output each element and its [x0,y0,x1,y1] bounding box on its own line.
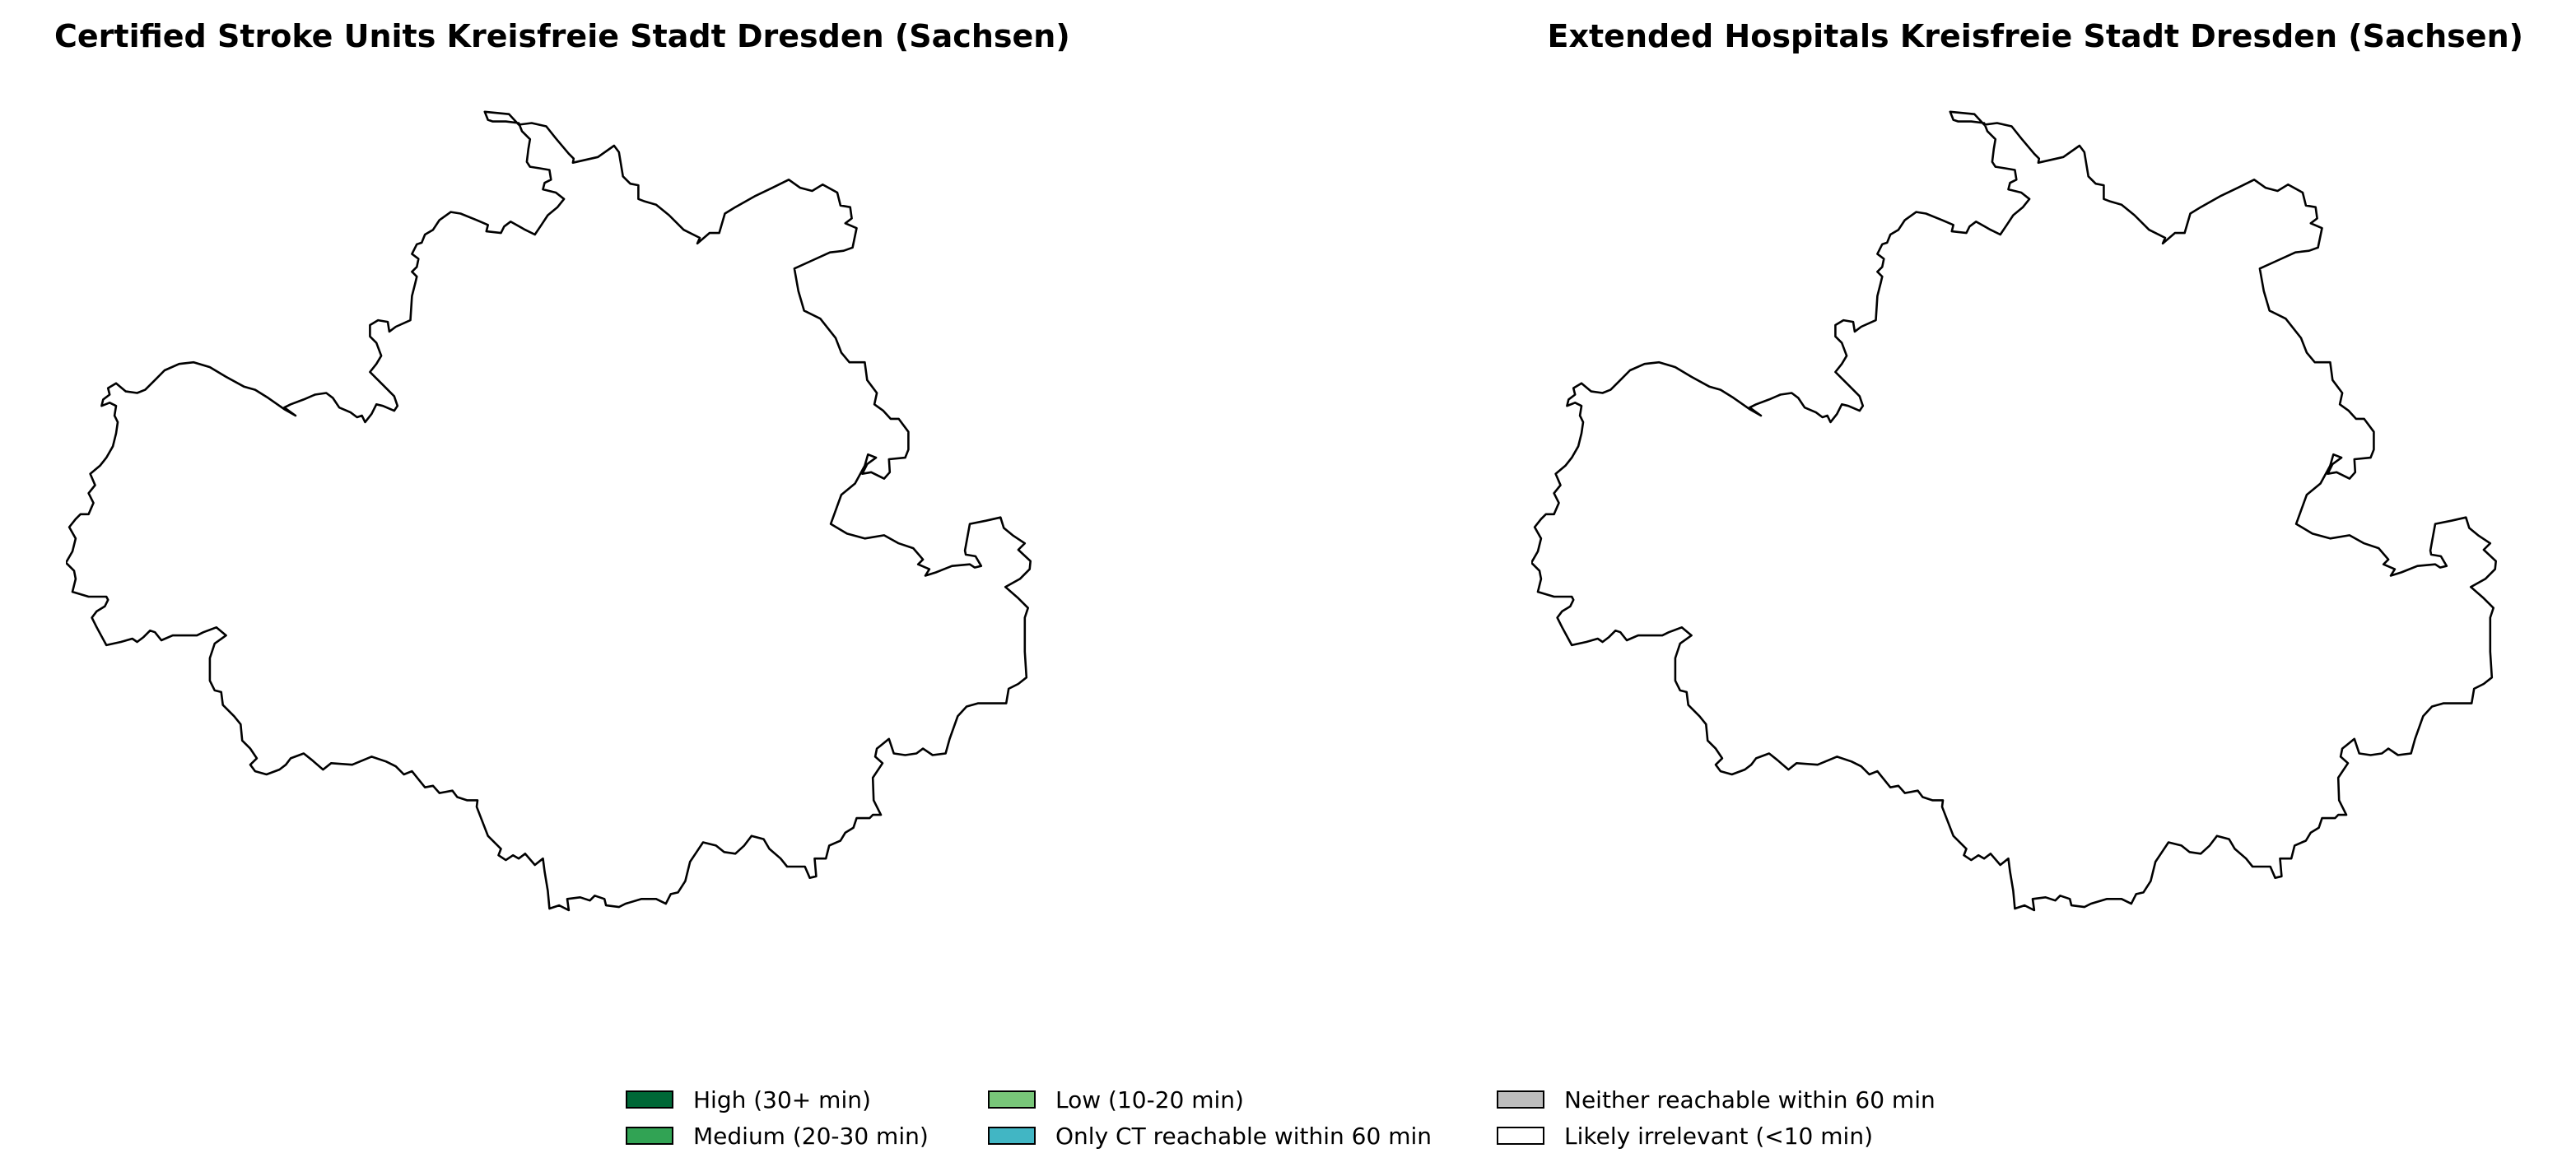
map-stroke-units [66,110,1032,912]
legend-item-neither: Neither reachable within 60 min [1497,1085,1935,1114]
legend-item-low: Low (10-20 min) [988,1085,1244,1114]
legend-swatch-low [988,1090,1036,1109]
legend-item-medium: Medium (20-30 min) [626,1121,929,1151]
dresden-district-outline [1531,110,2497,912]
map-extended-hospitals [1531,110,2497,912]
map-title-stroke-units: Certified Stroke Units Kreisfreie Stadt … [54,18,1070,54]
legend-item-irrelevant: Likely irrelevant (<10 min) [1497,1121,1873,1151]
legend-label-low: Low (10-20 min) [1055,1086,1244,1114]
legend-swatch-high [626,1090,673,1109]
legend-label-neither: Neither reachable within 60 min [1564,1086,1935,1114]
legend-label-irrelevant: Likely irrelevant (<10 min) [1564,1122,1873,1150]
legend-label-high: High (30+ min) [693,1086,871,1114]
legend-item-high: High (30+ min) [626,1085,871,1114]
legend-label-medium: Medium (20-30 min) [693,1122,929,1150]
dresden-district-outline [66,110,1032,912]
map-title-extended-hospitals: Extended Hospitals Kreisfreie Stadt Dres… [1547,18,2523,54]
legend-label-only-ct: Only CT reachable within 60 min [1055,1122,1432,1150]
legend-swatch-medium [626,1127,673,1145]
legend-swatch-irrelevant [1497,1127,1544,1145]
legend: High (30+ min) Medium (20-30 min) Low (1… [626,1085,1976,1159]
legend-swatch-only-ct [988,1127,1036,1145]
legend-item-only-ct: Only CT reachable within 60 min [988,1121,1432,1151]
legend-swatch-neither [1497,1090,1544,1109]
